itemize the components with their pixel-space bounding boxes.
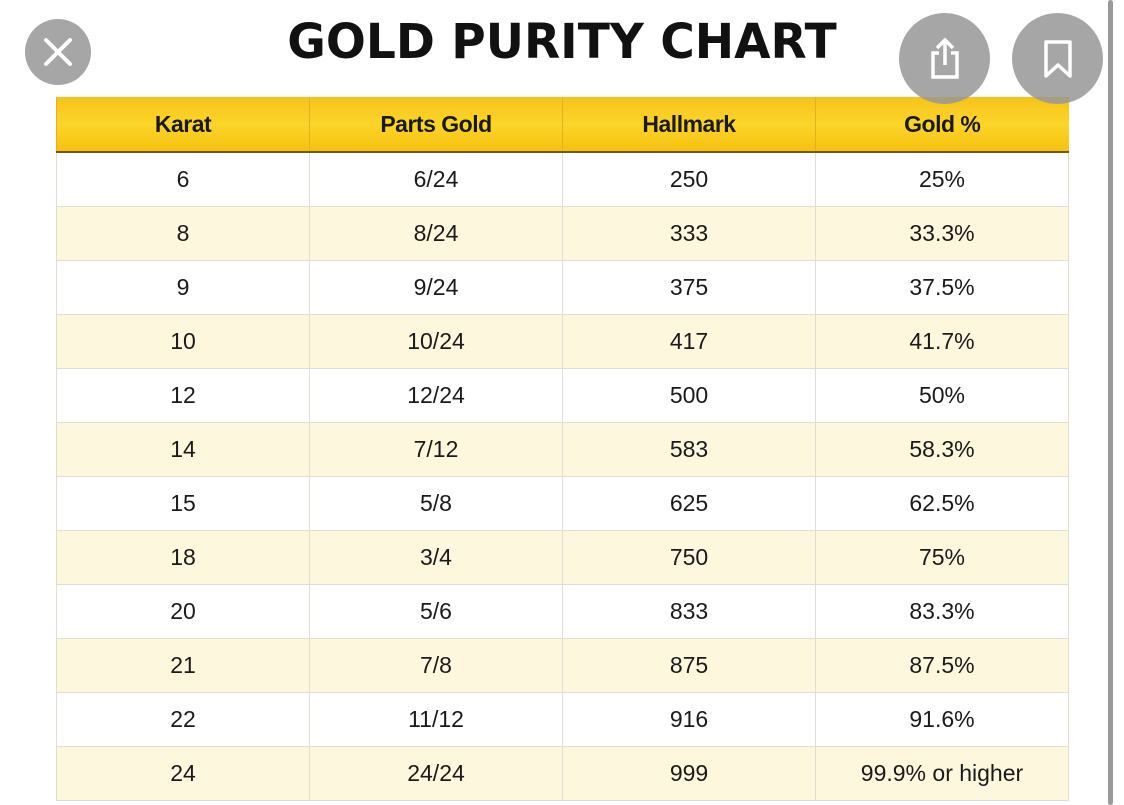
cell-gold-percent: 75%: [815, 530, 1069, 585]
cell-hallmark: 500: [562, 368, 816, 423]
page-title: GOLD PURITY CHART: [287, 14, 837, 70]
table-row: 14 7/12 583 58.3%: [56, 422, 1069, 477]
cell-parts-gold: 9/24: [309, 260, 563, 315]
cell-hallmark: 417: [562, 314, 816, 369]
cell-karat: 20: [56, 584, 310, 639]
cell-gold-percent: 91.6%: [815, 692, 1069, 747]
table-row: 6 6/24 250 25%: [56, 151, 1069, 207]
cell-gold-percent: 87.5%: [815, 638, 1069, 693]
cell-karat: 12: [56, 368, 310, 423]
table-row: 24 24/24 999 99.9% or higher: [56, 746, 1069, 801]
cell-gold-percent: 25%: [815, 151, 1069, 207]
cell-gold-percent: 62.5%: [815, 476, 1069, 531]
table-row: 12 12/24 500 50%: [56, 368, 1069, 423]
cell-karat: 15: [56, 476, 310, 531]
table-row: 9 9/24 375 37.5%: [56, 260, 1069, 315]
cell-karat: 18: [56, 530, 310, 585]
cell-gold-percent: 33.3%: [815, 206, 1069, 261]
cell-karat: 8: [56, 206, 310, 261]
header-parts-gold: Parts Gold: [309, 97, 563, 153]
cell-parts-gold: 12/24: [309, 368, 563, 423]
share-icon: [930, 37, 959, 79]
cell-hallmark: 833: [562, 584, 816, 639]
cell-hallmark: 875: [562, 638, 816, 693]
close-icon: [44, 38, 72, 66]
table-row: 21 7/8 875 87.5%: [56, 638, 1069, 693]
bookmark-button[interactable]: [1012, 13, 1103, 104]
header-karat: Karat: [56, 97, 310, 153]
cell-hallmark: 916: [562, 692, 816, 747]
table-row: 18 3/4 750 75%: [56, 530, 1069, 585]
cell-karat: 9: [56, 260, 310, 315]
close-button[interactable]: [25, 19, 91, 85]
cell-parts-gold: 3/4: [309, 530, 563, 585]
header-gold-percent: Gold %: [815, 97, 1069, 153]
cell-parts-gold: 8/24: [309, 206, 563, 261]
bookmark-icon: [1043, 39, 1072, 78]
cell-karat: 22: [56, 692, 310, 747]
table-row: 10 10/24 417 41.7%: [56, 314, 1069, 369]
cell-parts-gold: 5/6: [309, 584, 563, 639]
cell-parts-gold: 5/8: [309, 476, 563, 531]
cell-hallmark: 375: [562, 260, 816, 315]
cell-parts-gold: 7/8: [309, 638, 563, 693]
cell-hallmark: 333: [562, 206, 816, 261]
share-button[interactable]: [899, 13, 990, 104]
table-row: 15 5/8 625 62.5%: [56, 476, 1069, 531]
cell-hallmark: 750: [562, 530, 816, 585]
table-header-row: Karat Parts Gold Hallmark Gold %: [56, 97, 1069, 153]
cell-hallmark: 625: [562, 476, 816, 531]
cell-karat: 10: [56, 314, 310, 369]
cell-gold-percent: 41.7%: [815, 314, 1069, 369]
cell-parts-gold: 11/12: [309, 692, 563, 747]
gold-purity-table: Karat Parts Gold Hallmark Gold % 6 6/24 25…: [56, 97, 1069, 801]
cell-karat: 14: [56, 422, 310, 477]
table-row: 8 8/24 333 33.3%: [56, 206, 1069, 261]
cell-parts-gold: 24/24: [309, 746, 563, 801]
cell-parts-gold: 10/24: [309, 314, 563, 369]
cell-gold-percent: 83.3%: [815, 584, 1069, 639]
cell-gold-percent: 58.3%: [815, 422, 1069, 477]
cell-karat: 21: [56, 638, 310, 693]
header-hallmark: Hallmark: [562, 97, 816, 153]
cell-gold-percent: 37.5%: [815, 260, 1069, 315]
cell-karat: 24: [56, 746, 310, 801]
table-row: 20 5/6 833 83.3%: [56, 584, 1069, 639]
cell-parts-gold: 6/24: [309, 151, 563, 207]
table-row: 22 11/12 916 91.6%: [56, 692, 1069, 747]
cell-gold-percent: 50%: [815, 368, 1069, 423]
cell-gold-percent: 99.9% or higher: [815, 746, 1069, 801]
scrollbar[interactable]: [1108, 0, 1113, 805]
cell-hallmark: 250: [562, 151, 816, 207]
cell-parts-gold: 7/12: [309, 422, 563, 477]
cell-hallmark: 583: [562, 422, 816, 477]
cell-karat: 6: [56, 151, 310, 207]
cell-hallmark: 999: [562, 746, 816, 801]
